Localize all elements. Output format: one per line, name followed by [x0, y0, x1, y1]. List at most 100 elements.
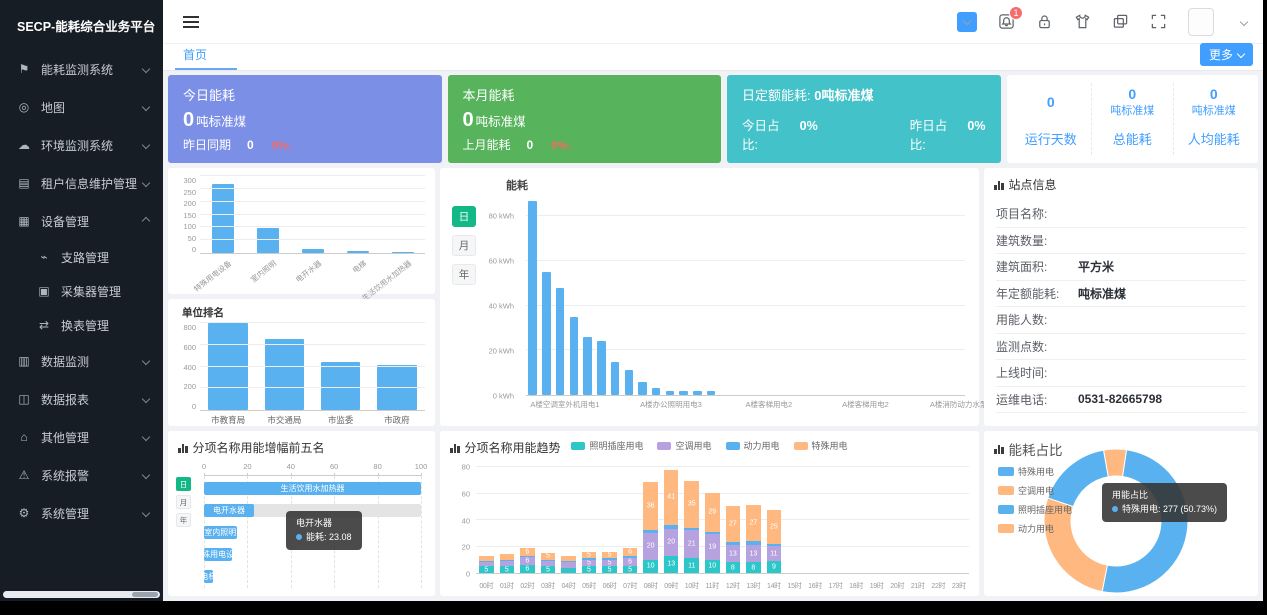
gallery-button[interactable]	[1112, 13, 1129, 30]
bar-6[interactable]	[597, 341, 606, 395]
sidebar-item-env-monitor-system[interactable]: ☁ 环境监测系统	[0, 126, 163, 164]
plot-area	[200, 175, 425, 254]
tab-home[interactable]: 首页	[175, 42, 238, 70]
period-button-日[interactable]: 日	[176, 477, 191, 491]
segment-照明插座用电	[561, 567, 576, 573]
sidebar-item-tenant-info-management[interactable]: ▤ 租户信息维护管理	[0, 164, 163, 202]
bar-11[interactable]	[665, 390, 675, 395]
sidebar-item-device-management[interactable]: ▦ 设备管理	[0, 202, 163, 240]
x-tick-label: 18时	[849, 583, 864, 590]
stacked-bar-14时[interactable]: 9 11 25	[766, 510, 782, 573]
sidebar-item-data-monitor[interactable]: ▥ 数据监测	[0, 342, 163, 380]
stacked-bar-11时[interactable]: 10 19 29	[705, 492, 720, 573]
bar-电梯[interactable]	[346, 251, 369, 253]
sidebar-item-system-management[interactable]: ⚙ 系统管理	[0, 494, 163, 532]
bar-室内照明[interactable]	[256, 227, 279, 253]
bar-4[interactable]	[569, 316, 579, 395]
legend-item-照明插座用电[interactable]: 照明插座用电	[998, 503, 1072, 516]
legend-item-照明插座用电[interactable]: 照明插座用电	[571, 439, 643, 452]
bar-12[interactable]	[679, 390, 688, 395]
bar-特殊用电设备[interactable]: 特殊用电设备	[194, 548, 242, 561]
period-button-日[interactable]: 日	[452, 206, 476, 227]
bar-9[interactable]	[638, 381, 647, 395]
user-menu-chevron[interactable]	[1235, 17, 1249, 26]
legend-label: 动力用电	[1018, 524, 1055, 534]
period-button-年[interactable]: 年	[452, 264, 476, 285]
stacked-bar-04时[interactable]	[561, 555, 576, 573]
sidebar-item-system-alarm[interactable]: ⚠ 系统报警	[0, 456, 163, 494]
hamburger-menu-icon[interactable]	[179, 12, 203, 32]
legend-item-动力用电[interactable]: 动力用电	[725, 439, 780, 452]
legend-item-特殊用电[interactable]: 特殊用电	[793, 439, 848, 452]
bar-生活饮用水加热器[interactable]	[391, 251, 414, 253]
sidebar-subitem-branch-management[interactable]: ⌁ 支路管理	[0, 240, 163, 274]
notification-bell-button[interactable]: 1	[998, 6, 1023, 30]
lock-screen-button[interactable]	[1036, 13, 1053, 30]
sidebar-item-map[interactable]: ◎ 地图	[0, 88, 163, 126]
bar-3[interactable]	[555, 287, 565, 395]
legend-item-特殊用电[interactable]: 特殊用电	[998, 465, 1072, 478]
stacked-bar-13时[interactable]: 8 13 27	[746, 504, 761, 573]
x-tick-label: 17时	[828, 583, 843, 590]
bar-5[interactable]	[583, 336, 592, 395]
bar-14[interactable]	[706, 390, 716, 395]
bar-生活饮用水加热器[interactable]: 生活饮用水加热器	[204, 482, 421, 495]
segment-value: 8	[730, 564, 735, 572]
period-button-年[interactable]: 年	[176, 513, 191, 527]
bar-电开水器[interactable]	[301, 249, 324, 253]
more-button[interactable]: 更多	[1199, 43, 1253, 66]
legend-item-动力用电[interactable]: 动力用电	[998, 522, 1072, 535]
legend-item-空调用电[interactable]: 空调用电	[657, 439, 712, 452]
sidebar-subitem-meter-replace-management[interactable]: ⇄ 换表管理	[0, 308, 163, 342]
bar-10[interactable]	[651, 388, 661, 395]
sidebar-scrollbar-thumb[interactable]	[132, 592, 158, 597]
bar-电梯[interactable]: 电梯	[200, 570, 216, 583]
plot-area: 5 5 6 6 6 5 5 5 5 5 5 5 5 5 6 6 10 20 36 13 20 41 11 21 35 10 19 29…	[476, 466, 969, 574]
sidebar-item-data-report[interactable]: ◫ 数据报表	[0, 380, 163, 418]
bar-1[interactable]	[528, 200, 537, 395]
legend-item-空调用电[interactable]: 空调用电	[998, 484, 1072, 497]
stacked-bar-08时[interactable]: 10 20 36	[643, 482, 658, 573]
segment-空调用电: 5	[602, 559, 617, 566]
fullscreen-button[interactable]	[1150, 13, 1167, 30]
x-axis: 特殊用电设备 室内照明 电开水器 电梯 生活饮用水加热器	[192, 254, 425, 303]
x-tick-label: 14时	[766, 583, 781, 590]
bar-2[interactable]	[542, 272, 551, 395]
stacked-bar-10时[interactable]: 11 21 35	[684, 480, 700, 573]
stacked-bar-12时[interactable]: 8 13 27	[725, 506, 741, 573]
stacked-bar-09时[interactable]: 13 20 41	[663, 470, 679, 573]
user-avatar[interactable]	[1188, 7, 1214, 36]
app-logo[interactable]: SECP-能耗综合业务平台	[0, 0, 163, 50]
bar-市交通局[interactable]	[264, 339, 305, 410]
unit-rank-panel: 单位排名 800 600 400 200 0 市教育局 市交通局 市监委 市政府	[168, 299, 435, 426]
bar-电开水器[interactable]: 电开水器	[204, 504, 254, 517]
segment-动力用电	[622, 555, 638, 559]
bar-7[interactable]	[610, 361, 620, 395]
period-button-月[interactable]: 月	[452, 235, 476, 256]
panel-title: 分项名称用能趋势	[440, 431, 571, 456]
sidebar-scrollbar[interactable]	[3, 591, 160, 598]
period-button-月[interactable]: 月	[176, 495, 191, 509]
tooltip: 用能占比 特殊用电: 277 (50.73%)	[1102, 483, 1228, 522]
bar-室内照明[interactable]: 室内照明	[204, 526, 237, 539]
donut-slice-照明插座用电[interactable]	[1047, 449, 1109, 508]
quick-panel-button[interactable]	[957, 11, 977, 32]
x-tick-label: A楼客梯用电2	[745, 400, 793, 409]
sidebar-subitem-collector-management[interactable]: ▣ 采集器管理	[0, 274, 163, 308]
bar-市监委[interactable]	[320, 362, 361, 410]
bar-市教育局[interactable]	[208, 323, 248, 410]
stacked-bar-01时[interactable]: 5	[499, 554, 515, 573]
bar-特殊用电设备[interactable]	[211, 183, 234, 253]
stacked-bar-00时[interactable]: 5	[479, 555, 494, 573]
sidebar-item-energy-monitor-system[interactable]: ⚑ 能耗监测系统	[0, 50, 163, 88]
theme-button[interactable]	[1074, 13, 1091, 30]
segment-value: 13	[728, 550, 737, 558]
bar-8[interactable]	[624, 370, 633, 395]
sidebar-item-other-management[interactable]: ⌂ 其他管理	[0, 418, 163, 456]
bar-13[interactable]	[693, 390, 702, 395]
